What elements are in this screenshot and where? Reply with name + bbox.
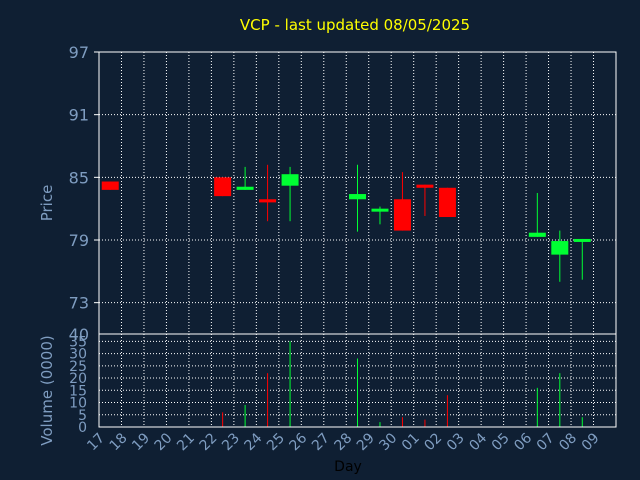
price-axis-label: Price — [38, 185, 56, 222]
candle-body — [349, 194, 366, 200]
x-tick-label: 20 — [152, 430, 176, 454]
x-tick-label: 02 — [421, 430, 445, 454]
x-tick-label: 08 — [556, 430, 580, 454]
candle-body — [281, 174, 299, 186]
x-tick-label: 23 — [219, 430, 243, 454]
price-tick-label: 91 — [69, 106, 89, 125]
volume-tick-label: 25 — [69, 359, 87, 375]
chart-title: VCP - last updated 08/05/2025 — [240, 16, 470, 34]
x-tick-label: 17 — [84, 430, 108, 454]
volume-tick-label: 10 — [69, 396, 87, 412]
candle-body — [259, 199, 277, 203]
price-tick-label: 79 — [69, 231, 89, 250]
x-tick-label: 22 — [197, 430, 221, 454]
price-tick-label: 97 — [69, 43, 89, 62]
volume-tick-label: 35 — [69, 334, 87, 350]
volume-tick-label: 20 — [69, 371, 87, 387]
volume-tick-label: 15 — [69, 383, 87, 399]
price-tick-label: 85 — [69, 168, 89, 187]
x-tick-label: 25 — [264, 430, 288, 454]
x-axis-label: Day — [334, 459, 362, 475]
x-tick-label: 04 — [466, 430, 490, 454]
x-tick-labels: 1718192021222324252627282930010203040506… — [84, 430, 602, 454]
x-grid — [98, 52, 617, 427]
candle-body — [416, 184, 434, 188]
x-tick-label: 27 — [309, 430, 333, 454]
price-grid — [94, 51, 616, 304]
price-tick-labels: 97 91 85 79 73 — [69, 43, 89, 313]
candle-body — [236, 186, 254, 190]
x-tick-label: 29 — [354, 430, 378, 454]
x-tick-label: 24 — [242, 430, 266, 454]
candle-body — [371, 208, 389, 212]
x-tick-label: 26 — [287, 430, 311, 454]
x-tick-label: 28 — [331, 430, 355, 454]
x-tick-label: 01 — [399, 430, 423, 454]
volume-panel-frame — [98, 333, 617, 428]
candle-body — [573, 238, 591, 242]
volume-axis-label: Volume (0000) — [38, 335, 56, 445]
volume-bars — [222, 341, 583, 427]
x-tick-label: 06 — [511, 430, 535, 454]
price-tick-label: 73 — [69, 294, 89, 313]
x-tick-label: 05 — [489, 430, 513, 454]
candle-body — [438, 187, 456, 218]
x-tick-label: 21 — [174, 430, 198, 454]
price-bottom-tick-label: 40 — [69, 325, 89, 344]
volume-tick-label: 0 — [78, 420, 87, 436]
x-tick-label: 19 — [129, 430, 153, 454]
candle-body — [393, 199, 411, 231]
x-tick-label: 03 — [444, 430, 468, 454]
candle-body — [101, 181, 119, 190]
candle-body — [551, 241, 569, 255]
volume-tick-label: 5 — [78, 408, 87, 424]
volume-tick-label: 30 — [69, 347, 87, 363]
x-tick-label: 30 — [376, 430, 400, 454]
x-tick-label: 18 — [107, 430, 131, 454]
candles — [101, 164, 591, 282]
candle-body — [528, 232, 546, 237]
x-tick-label: 09 — [579, 430, 603, 454]
x-tick-label: 07 — [534, 430, 558, 454]
candle-body — [214, 177, 232, 197]
